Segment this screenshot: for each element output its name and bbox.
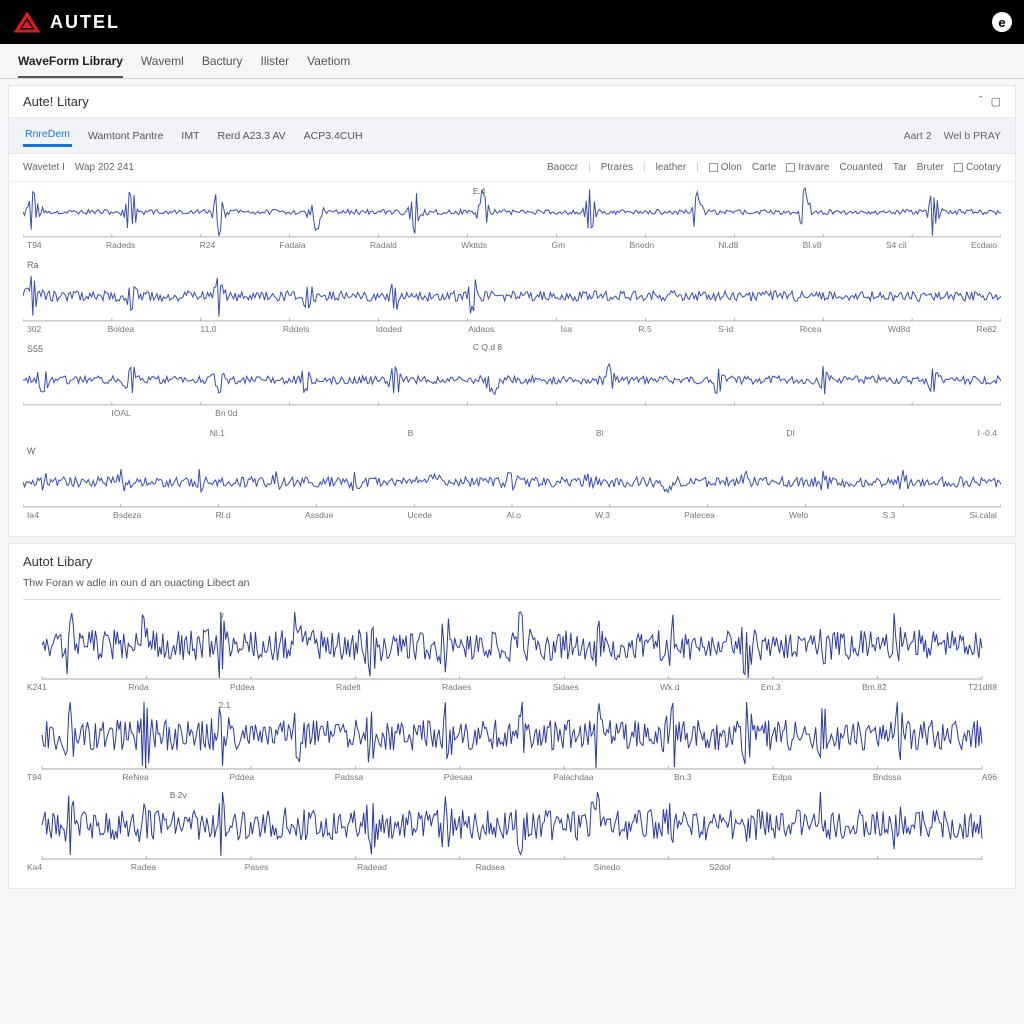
- toolbar-left: Wavetet I Wap 202 241: [23, 162, 134, 173]
- content: WaveForm Library Waveml Bactury Ilister Vaet…: [0, 44, 1024, 889]
- row-prelabel: Ra: [23, 258, 1001, 270]
- row-prelabel: W: [23, 444, 1001, 456]
- nav-tab-0[interactable]: WaveForm Library: [18, 54, 123, 78]
- panel-title: Aute! Litary: [23, 94, 89, 109]
- subtab-right-0[interactable]: Aart 2: [904, 130, 932, 142]
- chart-toolbar: Wavetet IWap 202 241 Baoccr|Ptrares|leat…: [9, 154, 1015, 182]
- axis-labels: Ka4RadeaPasesRadeadRadseaSinedoS2dol: [23, 860, 1001, 878]
- waveform-svg: [23, 354, 1001, 406]
- panel2-desc: Thw Foran w adle in oun d an ouacting Li…: [9, 571, 1015, 595]
- row-overlabel: C Q.d 8: [473, 342, 502, 352]
- waveform-svg: [23, 186, 1001, 238]
- panel-library-2: Autot Libary Thw Foran w adle in oun d a…: [8, 543, 1016, 889]
- toolbar-item-6[interactable]: Couanted: [839, 162, 882, 173]
- divider: [23, 599, 1001, 600]
- panel-header: Aute! Litary ˆ ▢: [9, 86, 1015, 118]
- waveform-svg: [23, 790, 1001, 860]
- top-bar: AUTEL e: [0, 0, 1024, 44]
- toolbar-item-5[interactable]: Iravare: [786, 162, 829, 173]
- chart-area-1: E.4 T94RadedsR24FadalaRadaldWkttdsGmBnodn…: [9, 182, 1015, 536]
- checkbox-icon[interactable]: [786, 163, 795, 172]
- toolbar-item-8[interactable]: Bruter: [917, 162, 944, 173]
- axis-labels: IOALBn 0d: [23, 406, 1001, 424]
- toolbar-item-7[interactable]: Tar: [893, 162, 907, 173]
- toolbar-item-4[interactable]: Carte: [752, 162, 776, 173]
- row-overlabel: 2.1: [219, 700, 231, 710]
- toolbar-left-0: Wavetet I: [23, 162, 65, 173]
- axis-labels: T94RadedsR24FadalaRadaldWkttdsGmBnodnNl.…: [23, 238, 1001, 256]
- waveform-svg: [23, 270, 1001, 322]
- waveform-row-1: 2.1 T94ReNeaPddeaPadssaPdesaaPalachdaaBn.…: [23, 700, 1001, 788]
- axis-labels: Ia4BsdezaRl.dAssdueUcedeAl.oW.3PaleceaWe…: [23, 508, 1001, 526]
- checkbox-icon[interactable]: [709, 163, 718, 172]
- nav-tab-4[interactable]: Vaetiom: [307, 54, 350, 78]
- collapse-icon[interactable]: ˆ: [979, 95, 983, 108]
- toolbar-item-9[interactable]: Cootary: [954, 162, 1001, 173]
- row-prelabel: S55: [23, 342, 1001, 354]
- subtab-2[interactable]: IMT: [179, 126, 201, 146]
- subtab-1[interactable]: Wamtont Pantre: [86, 126, 165, 146]
- row-overlabel: E.4: [473, 186, 486, 196]
- toolbar-left-1: Wap 202 241: [75, 162, 134, 173]
- subtabs-right: Aart 2 Wel b PRAY: [904, 130, 1001, 142]
- checkbox-icon[interactable]: [954, 163, 963, 172]
- waveform-row-2: S55C Q.d 8 IOALBn 0d: [23, 342, 1001, 424]
- row-overlabel: B 2v: [170, 790, 187, 800]
- toolbar-item-1[interactable]: Ptrares: [601, 162, 633, 173]
- brand-name: AUTEL: [50, 12, 120, 33]
- waveform-svg: [23, 610, 1001, 680]
- nav-tabs: WaveForm Library Waveml Bactury Ilister Vaet…: [0, 44, 1024, 79]
- subtabs: RnreDem Wamtont Pantre IMT Rerd A23.3 AV ACP…: [9, 118, 1015, 154]
- toolbar-right: Baoccr|Ptrares|leather|OlonCarteIravareC…: [547, 162, 1001, 173]
- subtab-0[interactable]: RnreDem: [23, 124, 72, 147]
- waveform-row-0: ∨ K241RndaPddeaRadeltRadaesSidaesWk.dEm.3…: [23, 610, 1001, 698]
- row-top-labels: Nl.1BBlDII -0.4: [23, 426, 1001, 444]
- nav-tab-3[interactable]: Ilister: [261, 54, 290, 78]
- subtab-right-1[interactable]: Wel b PRAY: [944, 130, 1001, 142]
- waveform-svg: [23, 456, 1001, 508]
- nav-tab-2[interactable]: Bactury: [202, 54, 243, 78]
- panel2-title: Autot Libary: [9, 544, 1015, 571]
- waveform-svg: [23, 700, 1001, 770]
- chart-area-2: ∨ K241RndaPddeaRadeltRadaesSidaesWk.dEm.3…: [9, 610, 1015, 888]
- brand-logo[interactable]: AUTEL: [12, 9, 120, 35]
- logo-icon: [12, 9, 42, 35]
- row-overlabel: ∨: [219, 610, 225, 621]
- axis-labels: 302Boldea11.0RddelsIdodedAidaosIsaR.5S-i…: [23, 322, 1001, 340]
- topbar-badge[interactable]: e: [992, 12, 1012, 32]
- panel-header-actions: ˆ ▢: [979, 95, 1001, 108]
- waveform-row-0: E.4 T94RadedsR24FadalaRadaldWkttdsGmBnodn…: [23, 186, 1001, 256]
- axis-labels: K241RndaPddeaRadeltRadaesSidaesWk.dEm.3B…: [23, 680, 1001, 698]
- toolbar-item-0[interactable]: Baoccr: [547, 162, 578, 173]
- waveform-row-1: Ra 302Boldea11.0RddelsIdodedAidaosIsaR.5S…: [23, 258, 1001, 340]
- axis-labels: T94ReNeaPddeaPadssaPdesaaPalachdaaBn.3Ed…: [23, 770, 1001, 788]
- panel-library-1: Aute! Litary ˆ ▢ RnreDem Wamtont Pantre IM…: [8, 85, 1016, 537]
- toolbar-item-3[interactable]: Olon: [709, 162, 742, 173]
- subtab-4[interactable]: ACP3.4CUH: [302, 126, 365, 146]
- maximize-icon[interactable]: ▢: [991, 95, 1001, 108]
- waveform-row-3: Nl.1BBlDII -0.4W Ia4BsdezaRl.dAssdueUcede…: [23, 426, 1001, 526]
- waveform-row-2: B 2v Ka4RadeaPasesRadeadRadseaSinedoS2dol: [23, 790, 1001, 878]
- subtab-3[interactable]: Rerd A23.3 AV: [216, 126, 288, 146]
- nav-tab-1[interactable]: Waveml: [141, 54, 184, 78]
- toolbar-item-2[interactable]: leather: [656, 162, 687, 173]
